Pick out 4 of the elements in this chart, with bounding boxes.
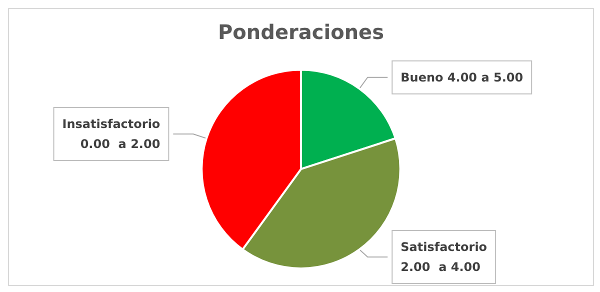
chart-title: Ponderaciones — [218, 20, 384, 44]
slice-label: Bueno 4.00 a 5.00 — [400, 70, 524, 84]
slice-label: Insatisfactorio 0.00 a 2.00 — [62, 117, 160, 152]
slice-label: Satisfactorio 2.00 a 4.00 — [400, 240, 488, 274]
